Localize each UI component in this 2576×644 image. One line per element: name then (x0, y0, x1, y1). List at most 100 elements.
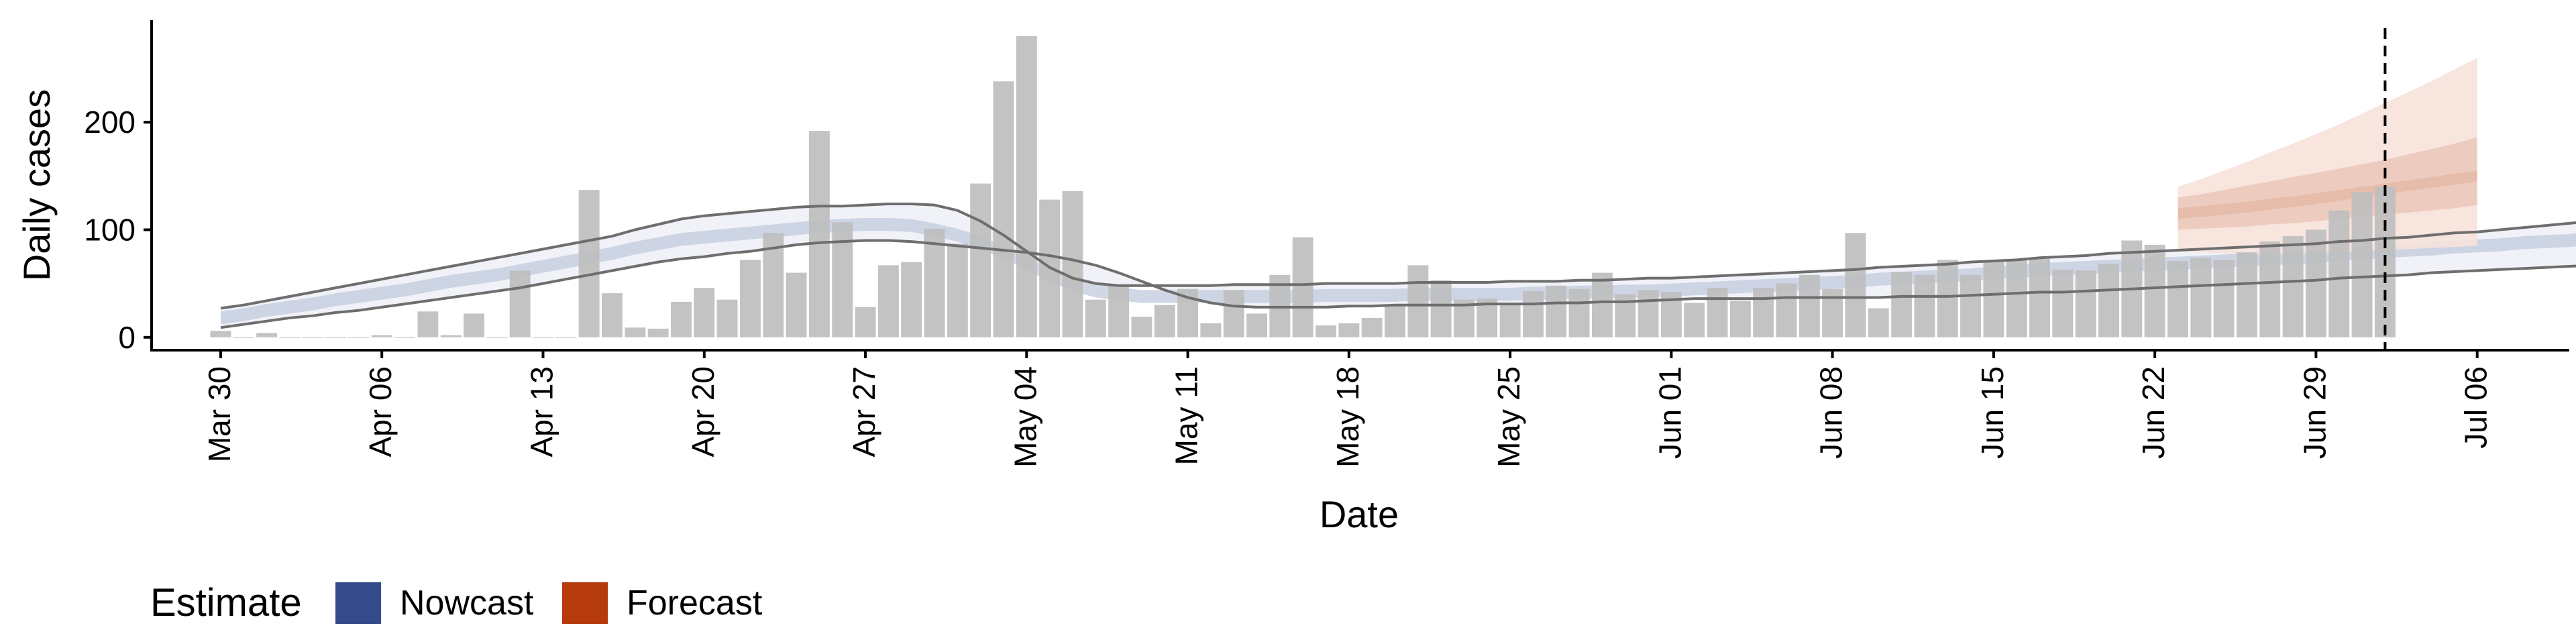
x-tick-label: Apr 27 (847, 366, 881, 458)
x-tick-label: May 25 (1491, 366, 1526, 468)
case-bar (325, 337, 346, 338)
case-bar (808, 131, 830, 337)
case-bar (1729, 301, 1751, 337)
case-bar (1085, 299, 1106, 337)
x-tick-label: Apr 13 (525, 366, 559, 458)
case-bar (2259, 241, 2281, 337)
case-bar (1154, 305, 1175, 337)
x-tick-label: Jun 01 (1652, 366, 1687, 459)
y-tick-label: 200 (84, 105, 136, 140)
y-ticks: 0 100 200 (84, 105, 152, 355)
x-tick-label: May 11 (1169, 366, 1204, 465)
case-bar (1292, 237, 1313, 337)
case-bar (1385, 305, 1405, 337)
x-tick-label: Jun 22 (2136, 366, 2171, 459)
x-tick-label: Apr 20 (686, 366, 720, 458)
case-bar (1914, 274, 1935, 337)
case-bar (1430, 280, 1452, 337)
y-tick-label: 100 (84, 213, 136, 248)
case-bar (440, 335, 462, 337)
x-ticks: Mar 30 Apr 06 Apr 13 Apr 20 Apr 27 May 04 May … (202, 350, 2493, 468)
case-bar (2144, 244, 2165, 337)
case-bar (1361, 317, 1383, 337)
case-bar (1338, 323, 1360, 337)
case-bar (417, 311, 439, 337)
case-bar (694, 288, 715, 337)
case-bar (1753, 288, 1774, 337)
case-bar (786, 272, 807, 337)
case-bar (1223, 290, 1244, 337)
x-tick-label: May 04 (1008, 366, 1042, 468)
y-tick-label: 0 (118, 320, 136, 355)
case-bar (1246, 313, 1267, 337)
case-bar (578, 190, 600, 337)
case-bar (970, 183, 991, 337)
x-axis-title: Date (1320, 493, 1399, 535)
case-bar (1776, 283, 1797, 337)
forecast-50-band (2178, 137, 2477, 230)
case-bar (647, 328, 669, 337)
case-bar (602, 293, 623, 337)
case-bar (947, 244, 968, 337)
case-bar (2328, 210, 2350, 337)
case-bar (1799, 274, 1820, 337)
nowcast-lower-line (220, 239, 2576, 329)
case-bar (1983, 262, 2004, 337)
bar-layer (210, 36, 2396, 338)
legend-title: Estimate (150, 581, 302, 625)
case-bar (1684, 303, 1705, 337)
x-tick-label: Jul 06 (2459, 366, 2493, 449)
y-axis-title: Daily cases (15, 89, 58, 281)
case-bar (1707, 288, 1728, 337)
case-bar (2075, 270, 2096, 337)
case-bar (1523, 290, 1544, 337)
x-tick-label: May 18 (1330, 366, 1365, 468)
forecast-median-band (2178, 170, 2477, 219)
legend-swatch-nowcast (335, 582, 381, 624)
case-bar (716, 299, 738, 337)
x-tick-label: Apr 06 (363, 366, 398, 458)
case-bar (302, 337, 323, 338)
case-bar (1868, 308, 1889, 337)
legend: Estimate Nowcast Forecast (150, 581, 763, 625)
case-bar (2306, 229, 2326, 337)
case-bar (2213, 260, 2235, 337)
case-bar (2052, 269, 2074, 337)
case-bar (348, 337, 370, 338)
case-bar (2351, 192, 2373, 337)
x-tick-label: Jun 29 (2297, 366, 2332, 459)
case-bar (671, 301, 692, 337)
case-bar (233, 337, 254, 338)
case-bar (901, 262, 922, 337)
case-bar (1638, 290, 1659, 337)
case-bar (1062, 191, 1083, 337)
case-bar (993, 81, 1014, 337)
case-bar (555, 337, 577, 338)
case-bar (1592, 272, 1613, 337)
x-tick-label: Jun 15 (1975, 366, 2010, 459)
case-bar (2282, 236, 2304, 337)
case-bar (2006, 260, 2027, 337)
case-bar (855, 307, 876, 337)
case-bar (210, 331, 231, 337)
case-bar (1131, 317, 1152, 337)
case-bar (509, 270, 531, 337)
case-bar (832, 222, 853, 337)
case-bar (877, 265, 899, 337)
case-bar (625, 327, 646, 337)
case-bar (1407, 265, 1429, 337)
case-bar (2190, 258, 2212, 337)
case-bar (2029, 258, 2050, 337)
legend-label-nowcast: Nowcast (400, 584, 534, 623)
case-bar (1891, 272, 1913, 337)
x-tick-label: Jun 08 (1814, 366, 1849, 459)
case-bar (533, 337, 553, 338)
case-bar (1960, 274, 1981, 337)
case-bar (2237, 252, 2257, 337)
case-bar (1845, 233, 1866, 337)
case-bar (371, 335, 392, 337)
case-bar (1016, 36, 1037, 337)
case-bar (1568, 288, 1590, 337)
legend-swatch-forecast (562, 582, 608, 624)
